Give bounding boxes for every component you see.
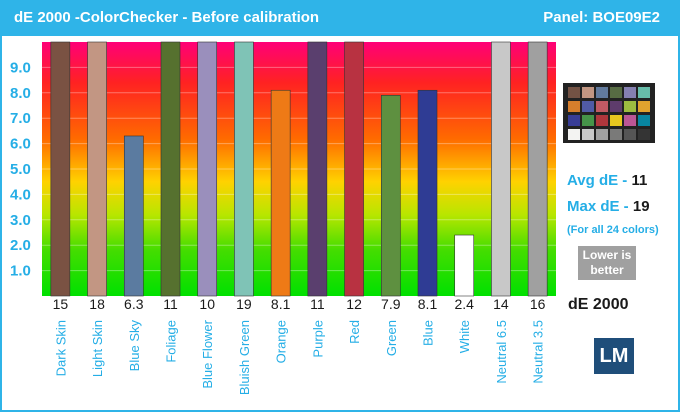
colorchecker-patch <box>596 87 608 98</box>
colorchecker-patch <box>568 115 580 126</box>
x-category-label: Bluish Green <box>237 320 252 395</box>
y-tick-label: 6.0 <box>10 136 31 153</box>
bar <box>50 41 71 297</box>
laptopmedia-logo: LM <box>594 338 634 374</box>
bar-value-label: 19 <box>236 296 252 312</box>
bar <box>344 41 364 297</box>
y-tick-label: 3.0 <box>10 212 31 229</box>
colorchecker-patch <box>624 101 636 112</box>
avg-de-label: Avg dE - <box>567 172 632 189</box>
colorchecker-patch <box>596 115 608 126</box>
bar <box>491 41 511 297</box>
bar-value-label: 6.3 <box>124 296 144 312</box>
bar <box>160 41 181 297</box>
max-de-label: Max dE - <box>567 198 633 215</box>
y-tick-label: 2.0 <box>10 237 31 254</box>
bar <box>123 135 144 297</box>
chart-title: dE 2000 -ColorChecker - Before calibrati… <box>14 9 320 26</box>
bar-value-label: 16 <box>530 296 546 312</box>
bar-value-label: 10 <box>199 296 215 312</box>
x-category-label: Neutral 3.5 <box>531 320 546 384</box>
bar-value-label: 11 <box>310 296 325 312</box>
x-category-label: Neutral 6.5 <box>494 320 509 384</box>
x-category-label: Blue Sky <box>127 320 142 372</box>
colorchecker-patch <box>596 129 608 140</box>
colorchecker-chart-icon <box>563 83 655 143</box>
avg-de-stat: Avg dE - 11 <box>567 172 647 189</box>
colorchecker-patch <box>582 87 594 98</box>
unit-label: dE 2000 <box>568 296 629 313</box>
bar <box>270 89 291 297</box>
colorchecker-patch <box>582 101 594 112</box>
x-category-label: Dark Skin <box>53 320 68 376</box>
colors-note: (For all 24 colors) <box>567 224 659 236</box>
colorchecker-patch <box>582 115 594 126</box>
bar <box>380 95 401 297</box>
colorchecker-patch <box>638 87 650 98</box>
x-category-label: Red <box>347 320 362 344</box>
x-category-label: Purple <box>310 320 325 358</box>
bar <box>417 89 438 297</box>
bar-value-label: 8.1 <box>271 296 291 312</box>
colorchecker-patch <box>568 129 580 140</box>
x-category-label: White <box>457 320 472 353</box>
y-tick-label: 7.0 <box>10 110 31 127</box>
avg-de-value: 11 <box>631 172 648 189</box>
colorchecker-patch <box>568 87 580 98</box>
bar-value-label: 18 <box>89 296 105 312</box>
x-category-label: Blue Flower <box>200 319 215 388</box>
bar-value-label: 11 <box>163 296 178 312</box>
colorchecker-patch <box>624 115 636 126</box>
x-category-label: Green <box>384 320 399 356</box>
lower-is-better-badge: Lower is better <box>578 246 636 280</box>
bar-value-label: 14 <box>493 296 509 312</box>
y-tick-label: 8.0 <box>10 85 31 102</box>
bar-value-label: 8.1 <box>418 296 438 312</box>
bar <box>234 41 254 297</box>
colorchecker-patch <box>638 101 650 112</box>
x-category-label: Blue <box>421 320 436 346</box>
colorchecker-patch <box>610 87 622 98</box>
colorchecker-patch <box>638 115 650 126</box>
bar-value-label: 7.9 <box>381 296 401 312</box>
bar-value-label: 2.4 <box>454 296 474 312</box>
colorchecker-patch <box>582 129 594 140</box>
max-de-stat: Max dE - 19 <box>567 198 650 215</box>
bar <box>454 234 475 297</box>
colorchecker-patch <box>624 87 636 98</box>
colorchecker-patch <box>638 129 650 140</box>
y-tick-label: 1.0 <box>10 263 31 280</box>
y-tick-label: 9.0 <box>10 59 31 76</box>
bar <box>197 41 218 297</box>
x-category-label: Light Skin <box>90 320 105 377</box>
max-de-value: 19 <box>632 198 650 215</box>
colorchecker-patch <box>610 129 622 140</box>
colorchecker-patch <box>610 101 622 112</box>
bar-value-label: 12 <box>346 296 362 312</box>
y-tick-label: 4.0 <box>10 186 31 203</box>
x-category-label: Foliage <box>164 320 179 363</box>
bar-value-label: 15 <box>53 296 69 312</box>
bar <box>87 41 107 297</box>
x-category-label: Orange <box>274 320 289 363</box>
y-tick-label: 5.0 <box>10 161 31 178</box>
colorchecker-patch <box>610 115 622 126</box>
colorchecker-patch <box>624 129 636 140</box>
colorchecker-patch <box>596 101 608 112</box>
title-bar: dE 2000 -ColorChecker - Before calibrati… <box>0 0 680 36</box>
colorchecker-patch <box>568 101 580 112</box>
bar <box>307 41 328 297</box>
bar <box>527 41 548 297</box>
panel-label: Panel: BOE09E2 <box>543 9 660 26</box>
